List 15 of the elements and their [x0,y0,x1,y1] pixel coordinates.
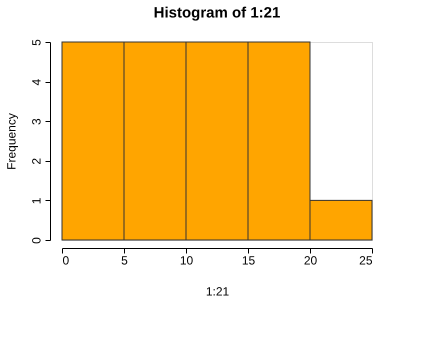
y-tick-label: 2 [30,158,44,165]
x-tick-label: 5 [121,254,128,268]
y-tick-label: 1 [30,197,44,204]
x-axis-title: 1:21 [206,284,230,298]
y-tick-label: 0 [30,236,44,244]
x-tick-label: 20 [304,254,318,268]
chart-title: Histogram of 1:21 [154,4,280,22]
x-tick-label: 15 [242,254,256,268]
x-tick-label: 25 [359,254,373,268]
x-tick-label: 0 [62,254,70,268]
y-tick-label: 5 [30,38,44,46]
x-tick-label: 10 [180,254,194,268]
y-axis-title: Frequency [4,113,18,170]
y-tick-label: 4 [30,78,44,86]
y-tick-label: 3 [30,118,44,126]
